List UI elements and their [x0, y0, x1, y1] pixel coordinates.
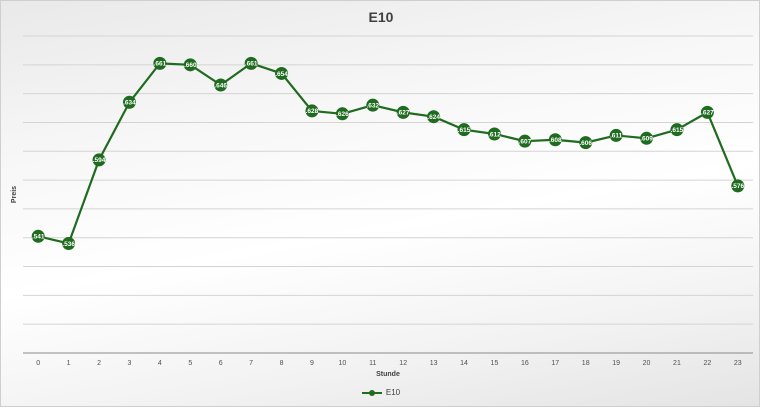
- x-tick-label-5: 5: [188, 360, 192, 367]
- data-label-17: .608: [549, 137, 562, 144]
- data-point-5: [183, 58, 197, 72]
- chart-title: E10: [368, 9, 394, 25]
- data-label-9: .628: [306, 108, 319, 115]
- data-label-21: .615: [671, 127, 684, 134]
- data-point-11: [366, 98, 380, 112]
- data-label-6: .646: [214, 82, 227, 89]
- data-label-23: .576: [731, 183, 744, 190]
- x-tick-label-17: 17: [551, 360, 559, 367]
- x-tick-label-20: 20: [643, 360, 651, 367]
- x-tick-label-22: 22: [703, 360, 711, 367]
- x-tick-label-23: 23: [734, 360, 742, 367]
- data-point-12: [396, 105, 410, 119]
- x-tick-label-15: 15: [491, 360, 499, 367]
- data-point-10: [335, 107, 349, 121]
- x-tick-label-19: 19: [612, 360, 620, 367]
- data-point-17: [548, 133, 562, 147]
- legend-line-marker-icon: [361, 389, 382, 396]
- data-point-14: [457, 123, 471, 137]
- data-label-3: .634: [123, 100, 136, 107]
- data-label-10: .626: [336, 111, 349, 118]
- data-label-8: .654: [275, 71, 288, 78]
- data-point-7: [244, 56, 258, 70]
- legend-entry-e10: E10: [385, 388, 401, 397]
- x-tick-label-6: 6: [219, 360, 223, 367]
- data-point-9: [305, 104, 319, 118]
- data-label-15: .612: [488, 131, 501, 138]
- data-point-6: [214, 78, 228, 92]
- data-label-7: .661: [245, 61, 258, 68]
- series-line-e10: [37, 62, 739, 245]
- x-tick-label-16: 16: [521, 360, 529, 367]
- x-tick-label-12: 12: [399, 360, 407, 367]
- data-label-13: .624: [427, 114, 440, 121]
- data-label-14: .615: [458, 127, 471, 134]
- x-tick-label-7: 7: [249, 360, 253, 367]
- x-tick-label-11: 11: [369, 360, 376, 367]
- x-tick-label-14: 14: [460, 360, 468, 367]
- data-point-20: [640, 131, 654, 145]
- data-point-21: [670, 123, 684, 137]
- data-point-19: [609, 128, 623, 142]
- data-point-0: [31, 229, 45, 243]
- data-label-18: .606: [579, 140, 592, 147]
- data-point-18: [579, 136, 593, 150]
- x-tick-label-4: 4: [158, 360, 162, 367]
- data-point-3: [122, 95, 136, 109]
- x-tick-label-10: 10: [338, 360, 346, 367]
- data-point-15: [487, 127, 501, 141]
- y-axis-title: Preis: [11, 186, 18, 203]
- data-label-11: .632: [366, 102, 379, 109]
- x-tick-label-1: 1: [67, 360, 71, 367]
- data-point-13: [427, 110, 441, 124]
- x-tick-label-3: 3: [128, 360, 132, 367]
- data-label-4: .661: [154, 61, 167, 68]
- data-point-1: [62, 236, 76, 250]
- x-axis-title: Stunde: [376, 371, 400, 378]
- data-point-8: [275, 66, 289, 80]
- data-point-22: [700, 105, 714, 119]
- data-label-12: .627: [397, 110, 410, 117]
- x-tick-label-18: 18: [582, 360, 590, 367]
- data-label-19: .611: [610, 133, 623, 140]
- data-label-20: .609: [640, 136, 653, 143]
- x-tick-label-8: 8: [280, 360, 284, 367]
- data-label-0: .541: [32, 234, 45, 241]
- x-tick-label-9: 9: [310, 360, 314, 367]
- x-tick-label-0: 0: [36, 360, 40, 367]
- data-label-2: .594: [93, 157, 106, 164]
- data-label-16: .607: [519, 138, 532, 145]
- legend: E10: [1, 388, 760, 397]
- data-point-23: [731, 179, 745, 193]
- data-label-5: .660: [184, 62, 197, 69]
- data-label-1: .536: [62, 241, 75, 248]
- x-tick-label-21: 21: [673, 360, 681, 367]
- x-tick-label-2: 2: [97, 360, 101, 367]
- data-point-2: [92, 153, 106, 167]
- data-point-16: [518, 134, 532, 148]
- x-tick-label-13: 13: [430, 360, 438, 367]
- data-label-22: .627: [701, 110, 714, 117]
- data-point-4: [153, 56, 167, 70]
